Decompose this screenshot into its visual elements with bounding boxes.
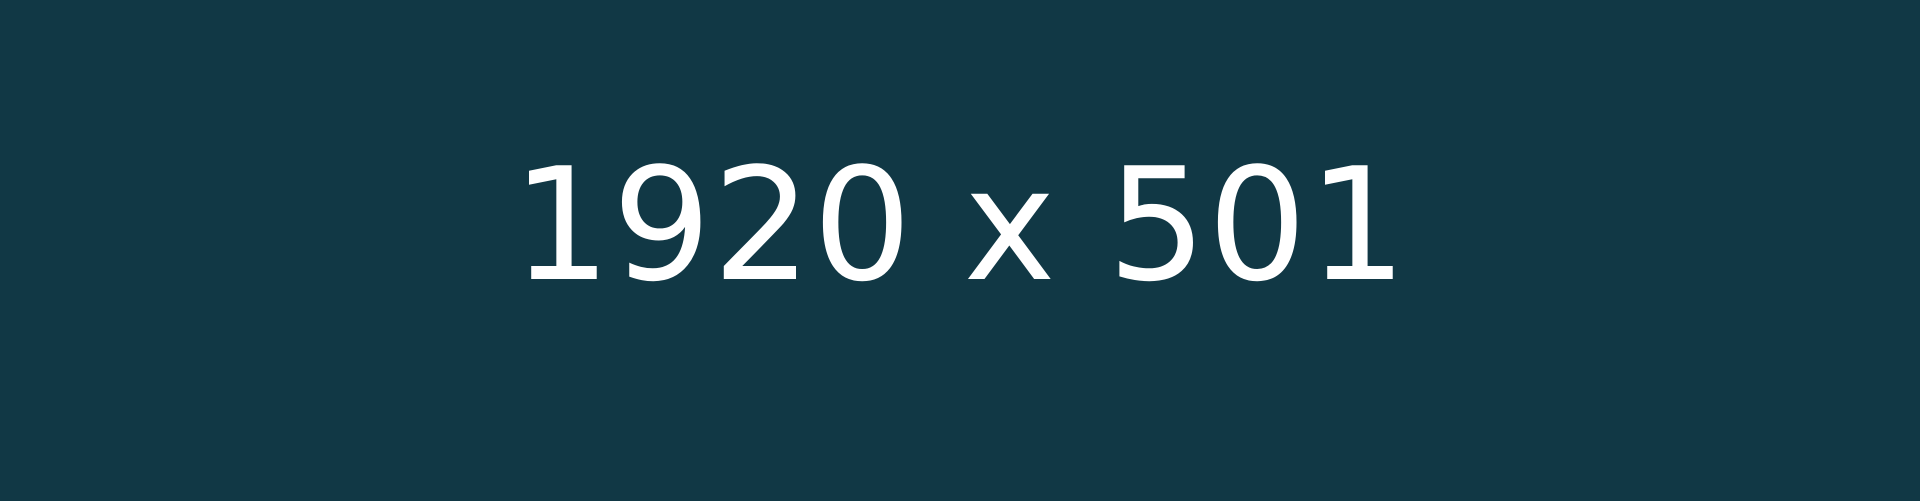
placeholder-dimensions-label: 1920 x 501: [511, 134, 1409, 316]
